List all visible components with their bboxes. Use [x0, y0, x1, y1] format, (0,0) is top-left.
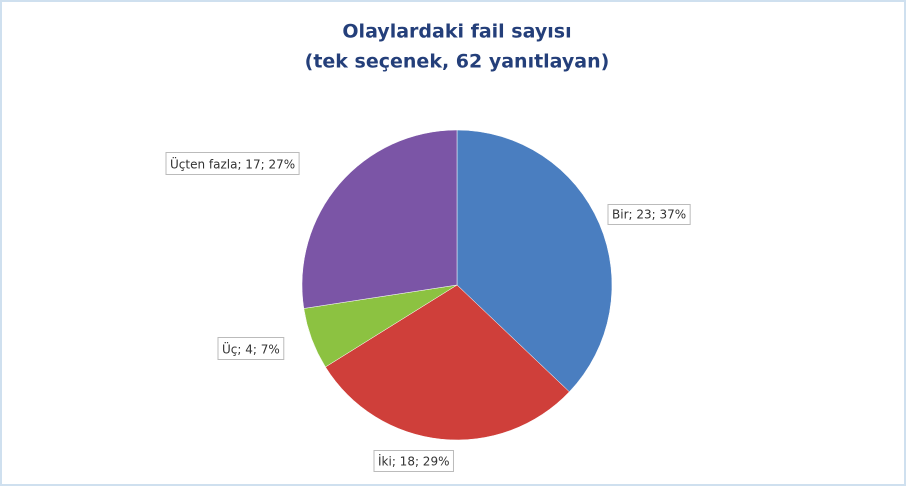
pie-slice — [301, 129, 458, 309]
data-label-box — [373, 450, 454, 472]
chart-title: Olaylardaki fail sayısı — [342, 21, 571, 43]
data-label-text: Üç; 4; 7% — [222, 341, 280, 357]
data-label: Bir; 23; 37% — [607, 204, 691, 225]
data-label-box — [217, 337, 285, 360]
data-label-box — [165, 152, 300, 175]
data-label-text: İki; 18; 29% — [378, 454, 449, 469]
data-label-text: Üçten fazla; 17; 27% — [170, 156, 295, 172]
data-label: Üçten fazla; 17; 27% — [165, 152, 300, 175]
data-label: Üç; 4; 7% — [217, 337, 285, 360]
data-label-box — [607, 204, 691, 225]
pie-slice — [325, 284, 570, 441]
data-label: İki; 18; 29% — [373, 450, 454, 472]
data-label-text: Bir; 23; 37% — [612, 208, 686, 222]
pie-slice — [456, 129, 613, 393]
chart-subtitle: (tek seçenek, 62 yanıtlayan) — [305, 51, 610, 73]
